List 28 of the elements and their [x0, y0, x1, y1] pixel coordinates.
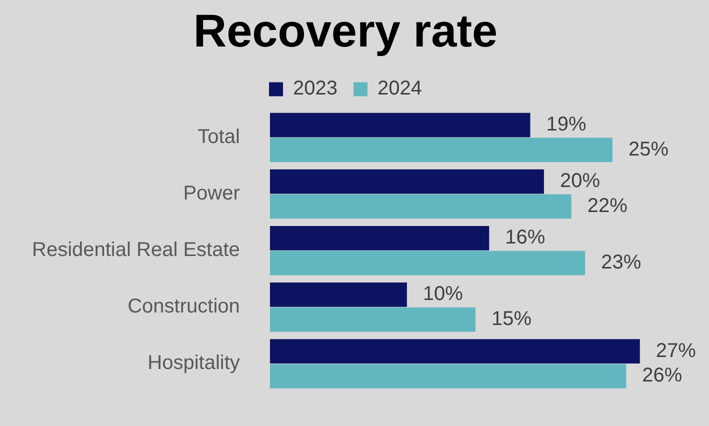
data-label: 10% [422, 283, 464, 306]
data-label: 26% [642, 364, 682, 387]
bar [270, 194, 572, 219]
legend-label: 2024 [378, 78, 422, 100]
bar [270, 250, 586, 276]
bar [270, 307, 476, 332]
y-tick-label: Power [183, 182, 240, 205]
bar [270, 138, 612, 162]
data-label: 16% [505, 226, 546, 249]
data-label: 15% [491, 308, 532, 330]
data-label: 23% [601, 252, 642, 274]
bar [270, 282, 407, 307]
bar [270, 226, 490, 250]
bar [270, 112, 530, 138]
data-label: 25% [628, 138, 669, 160]
y-tick-label: Total [198, 126, 240, 148]
y-tick-label: Residential Real Estate [32, 239, 240, 262]
bar [270, 169, 544, 194]
data-label: 27% [656, 340, 696, 362]
bar [270, 364, 626, 388]
data-label: 19% [546, 114, 587, 136]
y-tick-label: Construction [128, 296, 240, 318]
data-label: 20% [560, 170, 600, 192]
chart-title: Recovery rate [193, 4, 498, 56]
bar [270, 339, 640, 364]
y-tick-label: Hospitality [148, 352, 240, 374]
legend-label: 2023 [293, 78, 338, 100]
data-label: 22% [587, 195, 628, 217]
